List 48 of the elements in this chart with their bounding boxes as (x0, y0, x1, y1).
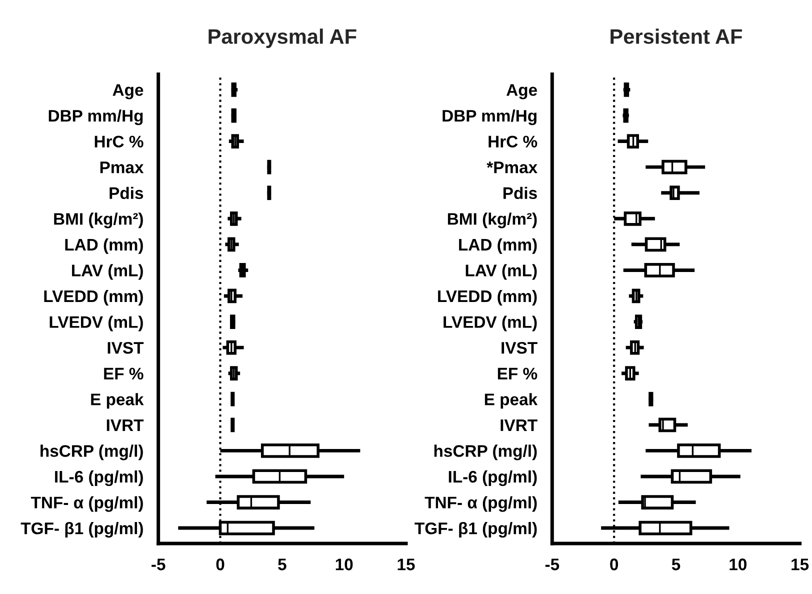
y-tick-label: BMI (kg/m²) (54, 212, 143, 228)
y-tick-label: *Pmax (486, 162, 538, 174)
x-tick-label: 10 (336, 558, 353, 570)
x-tick-label: -5 (152, 558, 166, 570)
y-tick-label: E peak (91, 393, 144, 409)
x-tick-label: -5 (545, 558, 560, 570)
x-tick-label: 15 (792, 558, 809, 570)
y-tick-label: EF % (104, 368, 144, 380)
y-tick-label: Pdis (503, 186, 537, 200)
x-tick-label: 0 (610, 558, 618, 570)
y-tick-label: LAD (mm) (65, 238, 143, 254)
y-tick-label: Age (506, 84, 538, 100)
y-tick-label: TNF- α (pg/ml) (30, 496, 143, 512)
y-tick-label: TGF- β1 (pg/ml) (20, 522, 143, 538)
y-tick-label: DBP mm/Hg (442, 109, 536, 126)
y-tick-label: LAV (mL) (466, 264, 537, 280)
x-tick-label: 5 (672, 558, 680, 570)
y-tick-label: Pdis (110, 186, 144, 200)
y-tick-label: Age (112, 84, 144, 100)
y-tick-label: IL-6 (pg/ml) (448, 470, 537, 486)
y-tick-label: hsCRP (mg/l) (434, 444, 537, 460)
y-tick-label: IL-6 (pg/ml) (55, 470, 143, 486)
chart-title: Paroxysmal AF (208, 28, 356, 48)
y-tick-label: LAV (mL) (72, 264, 143, 280)
y-tick-label: EF % (498, 368, 538, 380)
x-tick-label: 5 (278, 558, 286, 570)
y-tick-label: TGF- β1 (pg/ml) (414, 522, 537, 538)
y-tick-label: LVEDD (mm) (44, 290, 143, 306)
chart-title: Persistent AF (610, 28, 742, 44)
y-tick-label: IVRT (500, 419, 538, 431)
y-tick-label: Pmax (100, 162, 144, 174)
x-tick-label: 10 (730, 558, 746, 570)
y-tick-label: hsCRP (mg/l) (40, 444, 143, 460)
y-tick-label: HrC % (488, 136, 538, 148)
y-tick-label: TNF- α (pg/ml) (424, 496, 537, 512)
x-tick-label: 0 (216, 558, 224, 570)
y-tick-label: IVRT (106, 419, 144, 431)
y-tick-label: IVST (108, 342, 144, 354)
y-tick-label: HrC % (94, 136, 144, 148)
y-tick-label: IVST (502, 342, 538, 354)
y-tick-label: BMI (kg/m²) (448, 212, 537, 228)
y-tick-label: LVEDV (mL) (50, 316, 143, 332)
x-tick-label: 15 (398, 558, 415, 570)
y-tick-label: LVEDD (mm) (438, 290, 537, 306)
y-tick-label: LAD (mm) (459, 238, 537, 254)
y-tick-label: E peak (484, 393, 538, 409)
y-tick-label: LVEDV (mL) (444, 316, 537, 332)
y-tick-label: DBP mm/Hg (48, 109, 143, 126)
